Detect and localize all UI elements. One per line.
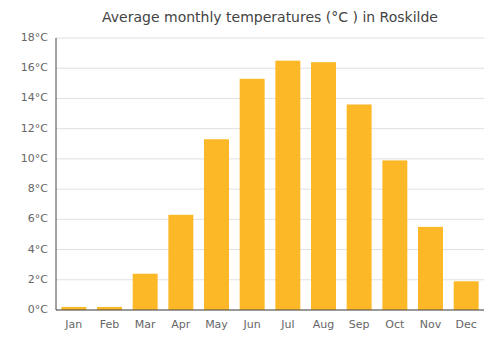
y-tick-label: 16°C — [21, 61, 48, 74]
x-tick-label: Sep — [349, 318, 370, 331]
bar — [382, 160, 407, 310]
x-tick-label: Dec — [456, 318, 477, 331]
bar — [133, 274, 158, 310]
grid-line — [56, 189, 484, 190]
grid-line — [56, 128, 484, 129]
bar — [418, 227, 443, 310]
y-tick-label: 14°C — [21, 91, 48, 104]
bar — [168, 215, 193, 310]
x-tick-label: Aug — [313, 318, 334, 331]
y-tick-label: 2°C — [28, 273, 48, 286]
x-tick-label: Mar — [135, 318, 156, 331]
bar — [311, 62, 336, 310]
y-axis: 0°C 2°C 4°C 6°C 8°C 10°C 12°C 14°C 16°C 18°C — [21, 31, 48, 316]
x-tick-label: Jan — [64, 318, 82, 331]
y-tick-label: 18°C — [21, 31, 48, 44]
grid-line — [56, 158, 484, 159]
grid-line — [56, 310, 484, 311]
title: Average monthly temperatures (°C ) in Ro… — [102, 9, 438, 25]
grid-line — [56, 98, 484, 99]
y-axis-line — [56, 38, 57, 310]
x-tick-label: Jul — [280, 318, 294, 331]
x-axis: Jan Feb Mar Apr May Jun Jul Aug Sep Oct Nov Dec — [56, 38, 484, 331]
x-tick-label: Apr — [171, 318, 191, 331]
x-tick-label: May — [205, 318, 228, 331]
x-tick-label: Feb — [100, 318, 119, 331]
y-tick-label: 8°C — [28, 182, 48, 195]
chart-svg: 0°C 2°C 4°C 6°C 8°C 10°C 12°C 14°C 16°C 18°C Jan Fe… — [0, 0, 500, 350]
x-axis-line — [56, 310, 484, 311]
grid — [56, 38, 484, 310]
bar — [275, 61, 300, 310]
grid-line — [56, 219, 484, 220]
grid-line — [56, 68, 484, 69]
bar — [454, 281, 479, 310]
y-tick-label: 10°C — [21, 152, 48, 165]
bar — [240, 79, 265, 310]
y-tick-label: 4°C — [28, 243, 48, 256]
y-tick-label: 12°C — [21, 122, 48, 135]
x-tick-label: Jun — [243, 318, 261, 331]
grid-line — [56, 38, 484, 39]
chart-container: 0°C 2°C 4°C 6°C 8°C 10°C 12°C 14°C 16°C 18°C Jan Fe… — [0, 0, 500, 350]
bar — [347, 104, 372, 310]
bars — [61, 61, 478, 310]
y-tick-label: 0°C — [28, 303, 48, 316]
x-tick-label: Oct — [385, 318, 405, 331]
y-tick-label: 6°C — [28, 212, 48, 225]
x-tick-label: Nov — [420, 318, 442, 331]
bar — [204, 139, 229, 310]
